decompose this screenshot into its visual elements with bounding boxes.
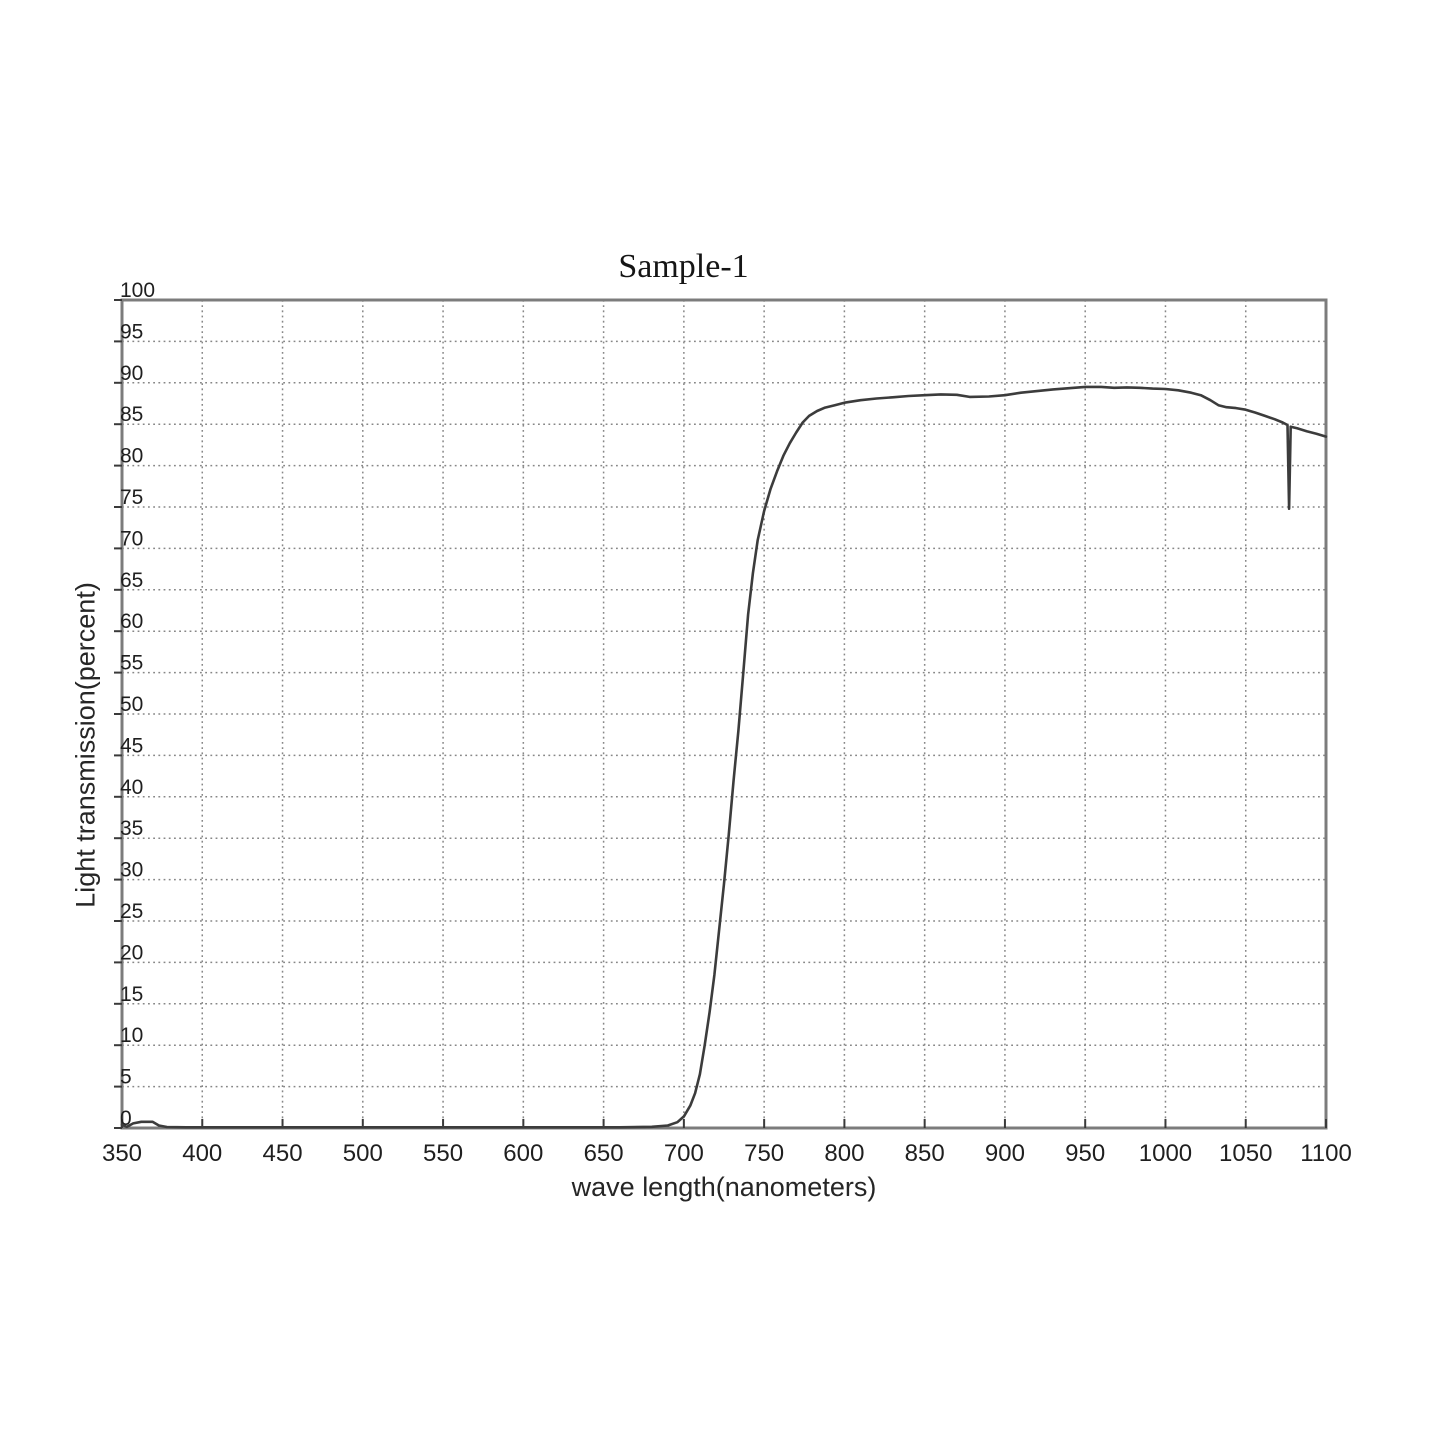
y-tick-label: 60 [120,610,143,633]
x-tick-label: 1000 [1139,1140,1192,1167]
y-tick-label: 35 [120,817,143,840]
x-tick-label: 1050 [1219,1140,1272,1167]
x-tick-label: 900 [985,1140,1025,1167]
x-tick-label: 450 [263,1140,303,1167]
x-tick-label: 750 [744,1140,784,1167]
y-tick-label: 65 [120,569,143,592]
chart-title: Sample-1 [618,248,749,285]
y-tick-label: 70 [120,527,143,550]
y-tick-label: 15 [120,983,143,1006]
y-tick-label: 100 [120,279,155,302]
x-tick-label: 950 [1065,1140,1105,1167]
x-axis-title: wave length(nanometers) [571,1172,877,1202]
y-tick-label: 10 [120,1024,143,1047]
x-tick-label: 1100 [1300,1140,1352,1167]
y-tick-label: 80 [120,445,143,468]
x-tick-label: 650 [584,1140,624,1167]
y-tick-label: 75 [120,486,143,509]
y-tick-label: 40 [120,776,143,799]
y-tick-label: 45 [120,734,143,757]
y-tick-label: 20 [120,941,143,964]
y-tick-label: 85 [120,403,143,426]
x-tick-label: 600 [503,1140,543,1167]
transmission-curve [120,385,1328,1129]
y-tick-label: 25 [120,900,143,923]
x-tick-label: 800 [824,1140,864,1167]
y-axis-title: Light transmission(percent) [70,582,101,908]
y-tick-label: 95 [120,320,143,343]
x-tick-label: 700 [664,1140,704,1167]
y-tick-label: 50 [120,693,143,716]
x-tick-label: 350 [102,1140,142,1167]
x-tick-label: 400 [182,1140,222,1167]
y-tick-label: 30 [120,859,143,882]
x-tick-label: 550 [423,1140,463,1167]
x-tick-label: 500 [343,1140,383,1167]
x-tick-label: 850 [905,1140,945,1167]
plot-border [120,298,1328,1130]
y-tick-label: 0 [120,1107,132,1130]
y-tick-label: 5 [120,1066,132,1089]
y-tick-label: 90 [120,362,143,385]
y-tick-label: 55 [120,652,143,675]
